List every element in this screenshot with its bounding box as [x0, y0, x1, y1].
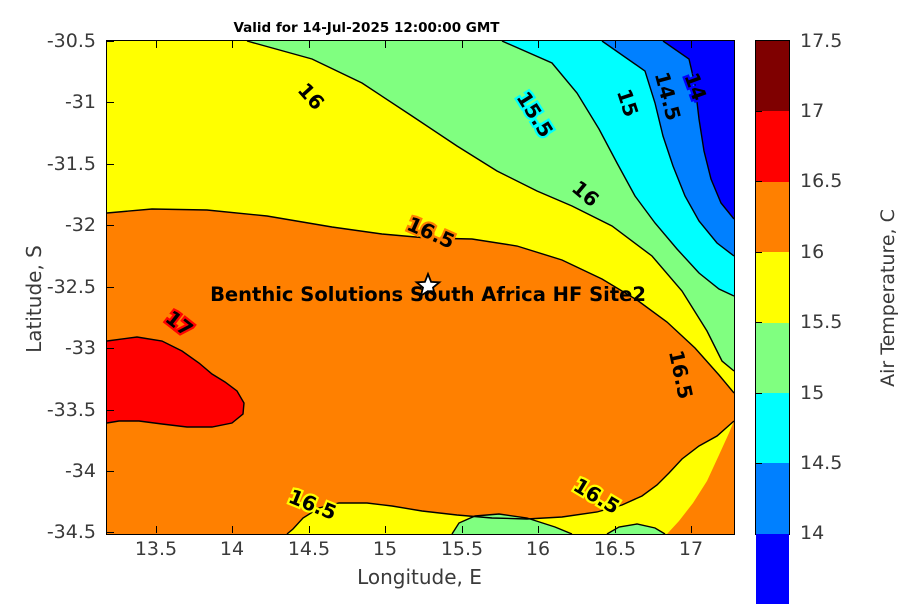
x-tick-top	[691, 41, 693, 48]
colorbar-segment-17	[756, 111, 789, 182]
band-17-17.5	[107, 337, 244, 427]
y-tick-label: -30.5	[46, 30, 96, 52]
x-tick-top	[309, 41, 311, 48]
x-tick	[385, 526, 387, 533]
colorbar-segment-14	[756, 533, 789, 604]
y-tick	[107, 410, 114, 412]
colorbar-label: 16	[800, 241, 825, 263]
colorbar-tick	[755, 393, 762, 395]
colorbar-tick	[755, 111, 762, 113]
x-tick-label: 15.5	[440, 538, 484, 560]
y-tick-label: -34	[64, 460, 96, 482]
colorbar-label: 15.5	[800, 311, 843, 333]
x-tick-label: 17	[678, 538, 704, 560]
colorbar-tick	[755, 181, 762, 183]
band-15.5-16-bottom-b	[607, 524, 665, 534]
colorbar-segment-17.5	[756, 41, 789, 112]
band-16.5-17-se	[667, 421, 734, 534]
colorbar-tick	[755, 463, 762, 465]
colorbar-segment-14.5	[756, 463, 789, 534]
x-axis-title: Longitude, E	[357, 565, 482, 589]
x-tick-label: 14	[219, 538, 245, 560]
y-tick-label: -33	[64, 337, 96, 359]
x-tick-top	[462, 41, 464, 48]
y-tick	[107, 471, 114, 473]
y-tick-label: -33.5	[46, 399, 96, 421]
y-tick-label: -31.5	[46, 153, 96, 175]
colorbar-segment-15	[756, 392, 789, 464]
x-tick	[309, 526, 311, 533]
y-tick	[107, 102, 114, 104]
x-tick-label: 16.5	[593, 538, 637, 560]
colorbar-label: 15	[800, 382, 825, 404]
y-tick-label: -31	[64, 91, 96, 113]
y-tick-label: -32.5	[46, 276, 96, 298]
x-tick	[156, 526, 158, 533]
colorbar-label: 16.5	[800, 170, 843, 192]
x-tick-label: 14.5	[287, 538, 331, 560]
colorbar-title: Air Temperature, C	[877, 209, 899, 387]
x-tick	[232, 526, 234, 533]
y-tick-label: -32	[64, 214, 96, 236]
y-tick	[107, 348, 114, 350]
plot-title: Valid for 14-Jul-2025 12:00:00 GMT	[233, 20, 500, 36]
colorbar	[755, 40, 790, 604]
x-tick-label: 16	[525, 538, 551, 560]
site-label: Benthic Solutions South Africa HF Site2	[210, 283, 646, 306]
colorbar-segment-15.5	[756, 322, 789, 393]
x-tick-label: 13.5	[134, 538, 178, 560]
colorbar-label: 17	[800, 100, 825, 122]
colorbar-label: 17.5	[800, 30, 843, 52]
colorbar-label: 14	[800, 522, 825, 544]
y-tick	[107, 41, 114, 43]
x-tick	[538, 526, 540, 533]
x-tick-top	[538, 41, 540, 48]
x-tick	[462, 526, 464, 533]
y-tick	[107, 287, 114, 289]
y-axis-title: Latitude, S	[22, 245, 46, 353]
band-15.5-16-bottom-a	[452, 514, 572, 534]
colorbar-label: 14.5	[800, 452, 843, 474]
y-tick-label: -34.5	[46, 521, 96, 543]
colorbar-tick	[755, 252, 762, 254]
site-marker-group[interactable]: Benthic Solutions South Africa HF Site2	[210, 271, 646, 306]
star-icon[interactable]	[414, 271, 442, 298]
band-16.5-17	[107, 209, 734, 534]
colorbar-segment-16	[756, 252, 789, 323]
colorbar-tick	[755, 322, 762, 324]
x-tick-top	[232, 41, 234, 48]
y-tick	[107, 164, 114, 166]
x-tick	[615, 526, 617, 533]
x-tick-top	[156, 41, 158, 48]
x-tick-top	[385, 41, 387, 48]
y-tick	[107, 532, 114, 534]
x-tick	[691, 526, 693, 533]
colorbar-segment-16.5	[756, 181, 789, 253]
x-tick-label: 15	[372, 538, 398, 560]
y-tick	[107, 225, 114, 227]
contour-lines	[107, 41, 734, 534]
contour-field: 16 15.5 15 14.5 14 16 16.5 17 16.5 16.5 …	[107, 41, 734, 534]
plot-area: 16 15.5 15 14.5 14 16 16.5 17 16.5 16.5 …	[106, 40, 735, 535]
band-14-14.5	[663, 41, 734, 219]
x-tick-top	[615, 41, 617, 48]
